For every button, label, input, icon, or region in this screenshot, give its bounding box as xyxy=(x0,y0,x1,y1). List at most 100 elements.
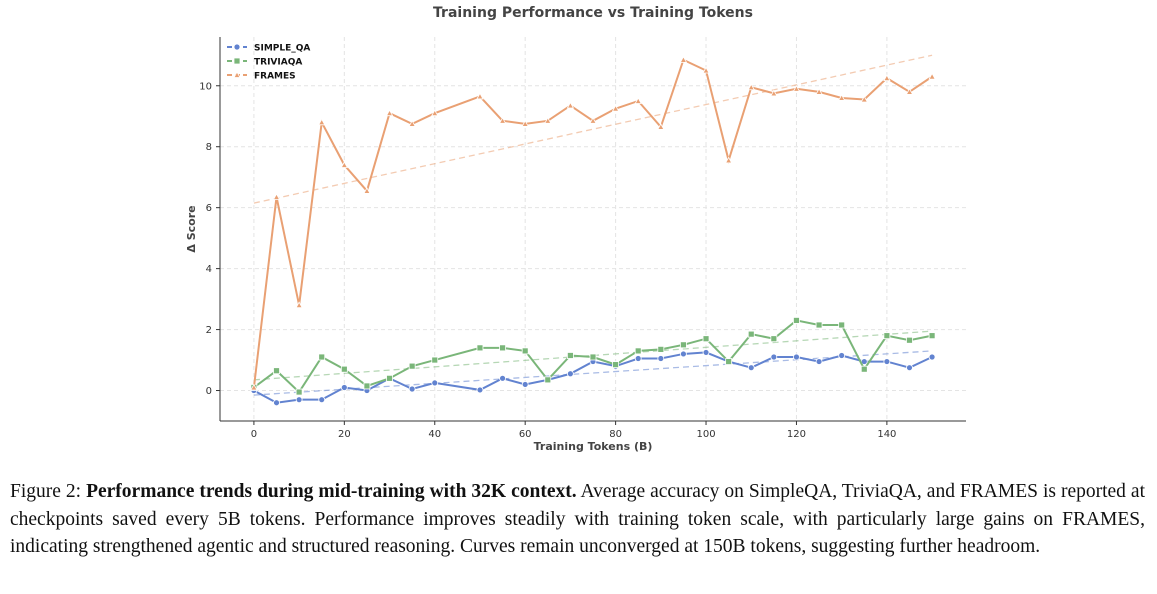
frames-trendline xyxy=(253,54,933,204)
simple_qa-point xyxy=(815,358,823,365)
frames-point xyxy=(679,56,688,63)
frames-point xyxy=(747,83,755,91)
triviaqa-point xyxy=(295,388,303,396)
y-tick-label: 2 xyxy=(206,325,212,336)
simple_qa-line xyxy=(253,351,933,404)
frames-point xyxy=(272,193,281,200)
triviaqa-point xyxy=(815,321,823,329)
frames-point xyxy=(544,116,552,124)
simple_qa-point xyxy=(680,350,687,358)
simple_qa-point xyxy=(770,353,778,361)
frames-point xyxy=(905,88,914,95)
frames-point xyxy=(566,101,575,109)
legend-marker-simple_qa xyxy=(233,43,241,51)
triviaqa-line xyxy=(253,319,933,394)
x-tick-label: 120 xyxy=(787,429,806,440)
simple_qa-point xyxy=(928,353,936,361)
triviaqa-point xyxy=(657,345,665,353)
triviaqa-point xyxy=(273,367,280,375)
triviaqa-point xyxy=(860,365,868,373)
y-tick-label: 0 xyxy=(206,386,212,397)
simple_qa-point xyxy=(521,381,529,388)
simple_qa-point xyxy=(273,399,280,407)
frames-point xyxy=(340,161,349,168)
triviaqa-point xyxy=(906,336,913,344)
simple_qa-point xyxy=(634,355,642,362)
y-tick-label: 4 xyxy=(206,264,212,275)
simple_qa-point xyxy=(702,349,710,356)
simple_qa-point xyxy=(408,385,416,393)
chart-title: Training Performance vs Training Tokens xyxy=(433,5,753,21)
figure-caption: Figure 2: Performance trends during mid-… xyxy=(10,478,1145,561)
triviaqa-point xyxy=(838,321,846,329)
triviaqa-point xyxy=(340,365,348,373)
frames-point xyxy=(385,109,394,117)
frames-point xyxy=(295,301,303,309)
simple_qa-point xyxy=(747,364,755,372)
frames-point xyxy=(521,120,529,127)
triviaqa-trendline xyxy=(253,330,933,381)
frames-point xyxy=(928,72,936,80)
line-chart: 0 20 40 60 80 100 120 140 0 2 4 6 8 10 Training Perfor… xyxy=(185,5,966,453)
frames-point xyxy=(634,97,642,104)
frames-point xyxy=(408,120,416,127)
simple_qa-point xyxy=(657,355,665,362)
simple_qa-point xyxy=(318,396,326,404)
triviaqa-point xyxy=(476,344,484,352)
simple_qa-point xyxy=(906,364,913,372)
legend-marker-frames xyxy=(233,71,241,78)
simple_qa-point xyxy=(499,374,506,382)
triviaqa-point xyxy=(702,335,710,343)
triviaqa-point xyxy=(634,347,642,355)
triviaqa-point xyxy=(680,341,687,349)
simple_qa-point xyxy=(431,379,439,387)
frames-point xyxy=(815,88,823,95)
triviaqa-point xyxy=(928,332,936,340)
x-tick-label: 80 xyxy=(609,429,622,440)
legend-marker-triviaqa xyxy=(233,57,241,65)
frames-point xyxy=(770,89,778,97)
triviaqa-point xyxy=(770,335,778,343)
caption-text: Average accuracy on SimpleQA, TriviaQA, … xyxy=(10,481,1145,557)
frames-point xyxy=(318,118,326,126)
frames-point xyxy=(250,383,258,391)
frames-point xyxy=(431,109,439,117)
y-tick-label: 8 xyxy=(206,142,212,153)
frames-point xyxy=(792,84,801,92)
x-tick-label: 140 xyxy=(877,429,896,440)
simple_qa-point xyxy=(566,370,574,378)
x-tick-label: 20 xyxy=(338,429,351,440)
y-axis-label: Δ Score xyxy=(185,205,198,252)
simple_qa-point xyxy=(476,386,484,394)
frames-point xyxy=(837,94,846,101)
triviaqa-point xyxy=(318,353,326,361)
legend-label-simple_qa: SIMPLE_QA xyxy=(254,44,310,54)
triviaqa-point xyxy=(499,344,506,352)
simple_qa-point xyxy=(838,352,846,359)
triviaqa-point xyxy=(386,374,393,382)
triviaqa-point xyxy=(883,332,891,340)
simple_qa-point xyxy=(295,396,303,404)
legend-label-frames: FRAMES xyxy=(254,72,296,82)
x-tick-label: 0 xyxy=(251,429,257,440)
x-tick-label: 100 xyxy=(696,429,715,440)
triviaqa-point xyxy=(747,330,755,338)
triviaqa-point xyxy=(431,356,439,364)
caption-bold: Performance trends during mid-training w… xyxy=(86,481,577,502)
frames-point xyxy=(702,66,710,74)
frames-line xyxy=(252,58,933,388)
y-tick-label: 6 xyxy=(206,203,212,214)
simple_qa-point xyxy=(793,353,800,361)
triviaqa-point xyxy=(566,352,574,359)
legend-label-triviaqa: TRIVIAQA xyxy=(254,58,302,68)
frames-point xyxy=(476,92,484,100)
triviaqa-point xyxy=(793,317,800,324)
triviaqa-point xyxy=(544,376,552,384)
triviaqa-point xyxy=(589,353,597,361)
simple_qa-point xyxy=(883,358,891,365)
frames-point xyxy=(498,116,507,124)
x-axis-label: Training Tokens (B) xyxy=(534,440,653,453)
triviaqa-point xyxy=(408,362,416,370)
y-tick-label: 10 xyxy=(199,81,212,92)
caption-label: Figure 2: xyxy=(10,481,82,502)
